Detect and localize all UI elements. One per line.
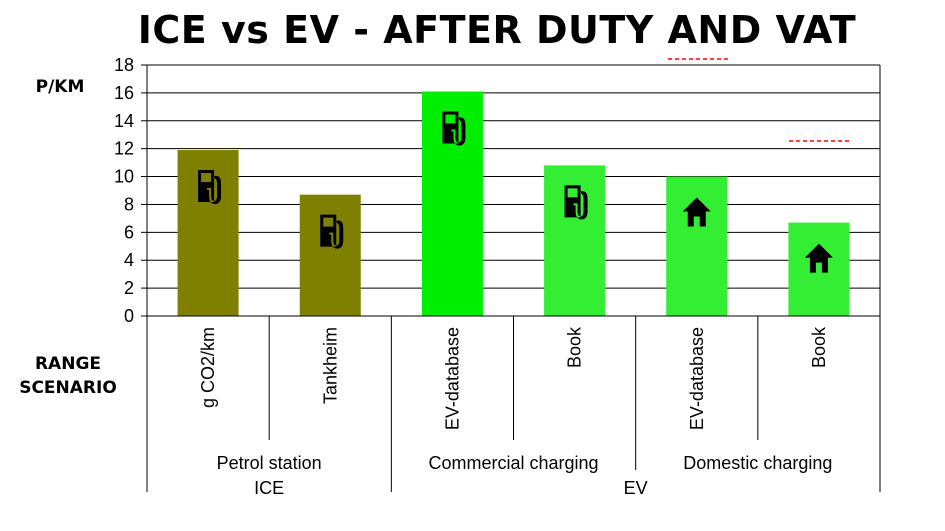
group-label: Commercial charging (428, 453, 598, 473)
house-icon (804, 243, 833, 273)
fuel-pump-icon (320, 214, 344, 249)
y-tick-label: 18 (114, 55, 134, 75)
category-label: Book (565, 326, 585, 368)
x-axis-label-line-2: SCENARIO (19, 378, 117, 398)
y-tick-label: 14 (114, 111, 134, 131)
category-label: EV-database (442, 327, 462, 430)
bar (177, 150, 239, 316)
bar (788, 222, 850, 316)
category-label: Tankheim (320, 327, 340, 404)
fuel-pump-icon (564, 185, 588, 220)
group-label: Petrol station (217, 453, 322, 473)
house-icon (682, 197, 711, 227)
y-tick-label: 0 (124, 306, 134, 326)
gridlines (141, 64, 880, 317)
super-group-label: ICE (254, 478, 284, 498)
bar (299, 194, 361, 316)
y-tick-label: 6 (124, 222, 134, 242)
category-label: Book (809, 326, 829, 368)
category-label: EV-database (687, 327, 707, 430)
y-tick-label: 10 (114, 167, 134, 187)
super-group-label: EV (624, 478, 648, 498)
fuel-pump-icon (442, 111, 466, 146)
y-tick-label: 12 (114, 139, 134, 159)
bars (177, 91, 850, 316)
chart-title: ICE vs EV - AFTER DUTY AND VAT (138, 8, 856, 52)
y-axis-label: P/KM (36, 77, 85, 97)
y-tick-label: 8 (124, 194, 134, 214)
x-axis-label-line-1: RANGE (35, 354, 101, 374)
category-label: g CO2/km (198, 327, 218, 408)
y-tick-labels: 0 2 4 6 8 10 12 14 16 18 (114, 55, 134, 326)
fuel-pump-icon (198, 170, 222, 205)
y-tick-label: 2 (124, 278, 134, 298)
y-tick-label: 16 (114, 83, 134, 103)
axes (146, 65, 881, 492)
category-labels: g CO2/km Tankheim EV-database Book EV-databa… (198, 326, 829, 430)
group-label: Domestic charging (683, 453, 832, 473)
bar-icons (198, 111, 833, 273)
group-labels: Petrol station Commercial charging Domesti… (217, 453, 833, 498)
bar (666, 176, 728, 316)
y-tick-label: 4 (124, 250, 134, 270)
bar (544, 165, 606, 316)
